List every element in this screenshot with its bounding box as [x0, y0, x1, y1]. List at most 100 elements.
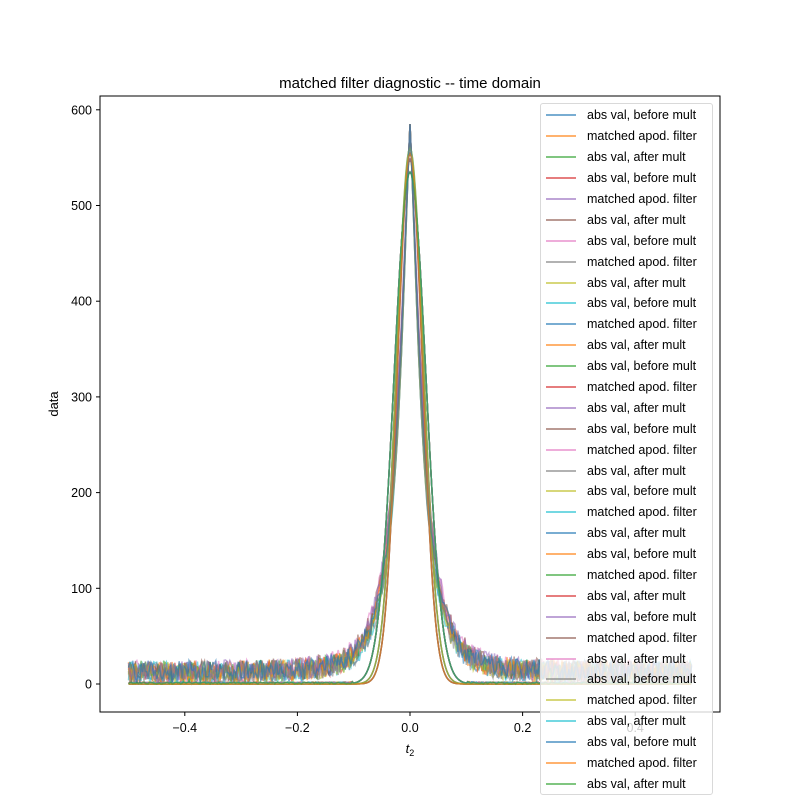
chart-title: matched filter diagnostic -- time domain — [279, 75, 541, 92]
legend-item: matched apod. filter — [541, 690, 712, 711]
legend-label: matched apod. filter — [587, 442, 697, 457]
legend-label: abs val, before mult — [587, 547, 697, 562]
legend-swatch-icon — [546, 344, 576, 347]
legend-item: matched apod. filter — [541, 753, 712, 774]
legend-item: abs val, before mult — [541, 168, 712, 189]
legend-label: abs val, before mult — [587, 171, 697, 186]
legend-item: abs val, before mult — [541, 418, 712, 439]
legend-label: abs val, after mult — [587, 338, 686, 353]
legend-label: abs val, before mult — [587, 609, 697, 624]
legend-label: abs val, before mult — [587, 735, 697, 750]
legend-item: abs val, before mult — [541, 481, 712, 502]
legend-swatch-icon — [546, 448, 576, 451]
legend-label: abs val, after mult — [587, 400, 686, 415]
legend-label: matched apod. filter — [587, 380, 697, 395]
y-axis: 0 100 200 300 400 500 600 — [71, 103, 100, 692]
legend-label: abs val, after mult — [587, 588, 686, 603]
legend-swatch-icon — [546, 615, 576, 618]
legend-item: matched apod. filter — [541, 314, 712, 335]
legend-item: abs val, before mult — [541, 105, 712, 126]
legend-swatch-icon — [546, 239, 576, 242]
legend-item: matched apod. filter — [541, 251, 712, 272]
y-tick-label: 0 — [85, 678, 92, 692]
legend-swatch-icon — [546, 741, 576, 744]
legend-swatch-icon — [546, 532, 576, 535]
y-axis-label: data — [46, 391, 61, 417]
legend-swatch-icon — [546, 762, 576, 765]
legend-label: matched apod. filter — [587, 756, 697, 771]
legend-item: abs val, before mult — [541, 293, 712, 314]
legend-item: abs val, after mult — [541, 272, 712, 293]
legend-item: abs val, before mult — [541, 356, 712, 377]
legend-item: abs val, after mult — [541, 648, 712, 669]
legend-item: abs val, after mult — [541, 460, 712, 481]
legend-label: abs val, after mult — [587, 714, 686, 729]
legend-label: abs val, before mult — [587, 296, 697, 311]
legend-swatch-icon — [546, 574, 576, 577]
legend-item: matched apod. filter — [541, 627, 712, 648]
legend-swatch-icon — [546, 469, 576, 472]
legend-label: matched apod. filter — [587, 568, 697, 583]
legend-swatch-icon — [546, 323, 576, 326]
y-tick-label: 500 — [71, 199, 92, 213]
legend-swatch-icon — [546, 720, 576, 723]
legend-swatch-icon — [546, 490, 576, 493]
x-axis: −0.4−0.20.00.20.4 — [172, 712, 644, 735]
legend-swatch-icon — [546, 365, 576, 368]
legend-item: abs val, after mult — [541, 335, 712, 356]
legend-label: abs val, before mult — [587, 233, 697, 248]
y-tick-label: 400 — [71, 295, 92, 309]
legend-item: abs val, after mult — [541, 711, 712, 732]
legend-label: abs val, after mult — [587, 212, 686, 227]
legend-label: abs val, before mult — [587, 421, 697, 436]
legend-swatch-icon — [546, 386, 576, 389]
legend-swatch-icon — [546, 135, 576, 138]
legend-swatch-icon — [546, 657, 576, 660]
x-tick-label: −0.2 — [285, 721, 310, 735]
legend-label: abs val, before mult — [587, 359, 697, 374]
legend-label: matched apod. filter — [587, 192, 697, 206]
legend-swatch-icon — [546, 427, 576, 430]
legend-item: abs val, after mult — [541, 774, 712, 795]
legend-swatch-icon — [546, 281, 576, 284]
x-tick-label: −0.4 — [172, 721, 197, 735]
y-tick-label: 200 — [71, 486, 92, 500]
y-tick-label: 100 — [71, 582, 92, 596]
legend-swatch-icon — [546, 218, 576, 221]
x-axis-label: t2 — [406, 741, 415, 758]
legend-item: abs val, before mult — [541, 230, 712, 251]
legend-swatch-icon — [546, 699, 576, 702]
legend-swatch-icon — [546, 198, 576, 200]
y-tick-label: 300 — [71, 390, 92, 404]
legend-swatch-icon — [546, 511, 576, 514]
legend-swatch-icon — [546, 636, 576, 639]
legend-item: matched apod. filter — [541, 189, 712, 210]
legend-label: matched apod. filter — [587, 630, 697, 645]
legend-item: matched apod. filter — [541, 565, 712, 586]
legend-item: abs val, after mult — [541, 523, 712, 544]
legend-swatch-icon — [546, 553, 576, 556]
legend-swatch-icon — [546, 260, 576, 263]
legend-item: abs val, before mult — [541, 544, 712, 565]
legend-item: matched apod. filter — [541, 439, 712, 460]
legend-label: matched apod. filter — [587, 693, 697, 708]
x-tick-label: 0.0 — [401, 721, 418, 735]
legend-item: abs val, after mult — [541, 585, 712, 606]
legend-item: abs val, after mult — [541, 397, 712, 418]
x-tick-label: 0.2 — [514, 721, 531, 735]
legend-item: abs val, before mult — [541, 732, 712, 753]
legend-label: abs val, after mult — [587, 526, 686, 541]
legend-label: matched apod. filter — [587, 317, 697, 332]
legend-label: abs val, before mult — [587, 108, 697, 123]
legend-label: abs val, after mult — [587, 150, 686, 165]
legend-label: abs val, after mult — [587, 651, 686, 666]
legend-swatch-icon — [546, 156, 576, 159]
legend-label: abs val, before mult — [587, 672, 697, 687]
legend-swatch-icon — [546, 406, 576, 409]
legend-label: abs val, before mult — [587, 484, 697, 499]
legend-label: abs val, after mult — [587, 776, 686, 791]
legend-item: abs val, after mult — [541, 209, 712, 230]
legend-item: matched apod. filter — [541, 126, 712, 147]
legend-swatch-icon — [546, 782, 576, 785]
legend-swatch-icon — [546, 678, 576, 681]
